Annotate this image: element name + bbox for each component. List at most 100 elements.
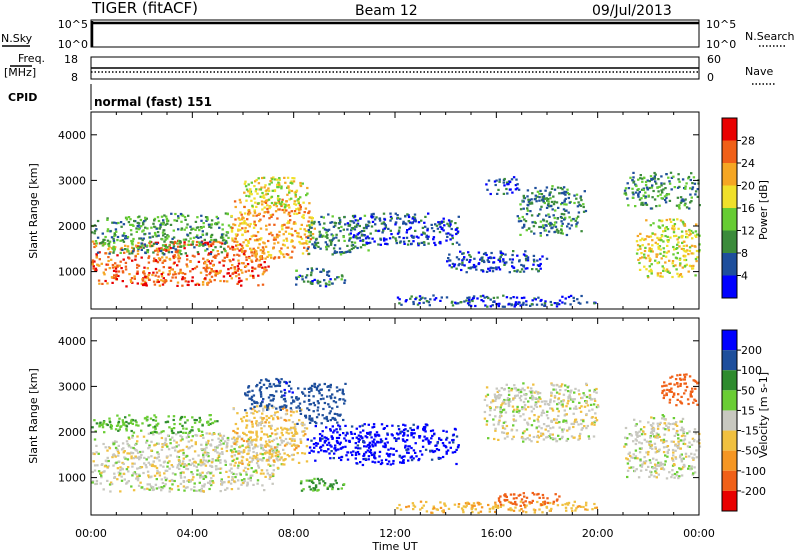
velocity-cell (113, 472, 116, 475)
power-cell (326, 229, 329, 232)
velocity-cell (268, 456, 271, 459)
velocity-cell (329, 397, 333, 400)
velocity-cell (95, 422, 99, 425)
velocity-cell (410, 432, 413, 435)
power-cell (225, 234, 228, 237)
velocity-cell (512, 410, 515, 413)
velocity-cell (219, 471, 222, 474)
power-cell (484, 251, 487, 255)
velocity-cell (513, 419, 516, 422)
power-cell (648, 257, 651, 260)
velocity-cell (131, 474, 134, 477)
velocity-cell (329, 419, 332, 422)
velocity-cell (280, 441, 284, 444)
power-cell (289, 181, 292, 184)
velocity-cell (523, 393, 526, 396)
power-cell (216, 217, 220, 220)
power-cell (349, 220, 352, 223)
velocity-cell (238, 472, 242, 475)
power-cell (160, 279, 163, 282)
power-cell (276, 183, 279, 186)
power-cell (448, 253, 451, 256)
velocity-cell (591, 416, 594, 419)
velocity-cell (549, 398, 552, 401)
power-cell (237, 267, 240, 270)
velocity-cell (568, 426, 571, 429)
power-cell (165, 215, 168, 218)
power-cell (268, 205, 272, 209)
velocity-cell (136, 440, 139, 443)
velocity-cell (117, 454, 120, 457)
velocity-cell (122, 447, 125, 450)
power-cell (526, 256, 530, 259)
velocity-cell (188, 459, 191, 462)
velocity-cell (170, 464, 173, 467)
power-cell (129, 223, 132, 226)
velocity-cell (249, 479, 252, 482)
velocity-cell (332, 431, 335, 434)
power-cell (274, 238, 277, 241)
velocity-cell (202, 452, 205, 455)
velocity-cell (142, 471, 145, 475)
power-cell (468, 254, 471, 257)
velocity-cell (424, 448, 428, 451)
power-cell (299, 205, 302, 208)
velocity-cell (186, 479, 189, 483)
velocity-cell (551, 409, 555, 412)
power-cell (512, 266, 516, 269)
power-cell (128, 273, 131, 276)
velocity-cell (318, 433, 322, 436)
power-cell (329, 221, 332, 224)
power-cell (173, 270, 177, 274)
power-cell (120, 225, 123, 228)
velocity-cell (397, 433, 400, 436)
power-cell (161, 261, 164, 264)
power-cell (346, 228, 349, 231)
velocity-cell (172, 427, 176, 430)
velocity-cell (146, 483, 149, 486)
velocity-cell (383, 442, 387, 445)
power-cell (111, 266, 115, 269)
power-cell (161, 256, 164, 259)
power-cell (176, 281, 180, 284)
power-cell (221, 223, 224, 226)
velocity-cell (326, 487, 329, 490)
velocity-cell (338, 433, 342, 437)
velocity-cell (248, 419, 251, 422)
power-cell (249, 247, 252, 250)
velocity-cell (380, 440, 384, 443)
velocity-cell (552, 388, 555, 391)
velocity-cell (219, 461, 222, 464)
velocity-cell (255, 385, 258, 388)
power-cell (649, 258, 652, 261)
power-cell (117, 274, 120, 278)
power-cell (524, 220, 528, 223)
power-cell (638, 261, 641, 265)
power-cell (130, 280, 133, 283)
power-cell (141, 239, 144, 242)
velocity-cell (268, 439, 271, 442)
power-cell (518, 260, 521, 263)
power-cell (553, 224, 556, 227)
nave-tick-top: 60 (707, 53, 721, 66)
power-cell (137, 264, 141, 267)
velocity-cell (402, 459, 405, 462)
velocity-cell (252, 412, 255, 415)
power-cell (331, 234, 335, 237)
velocity-cell (152, 433, 155, 436)
velocity-cell (397, 437, 400, 440)
velocity-cell (249, 476, 252, 479)
velocity-cell (314, 486, 318, 489)
power-cell (264, 245, 268, 248)
power-cell (440, 220, 444, 223)
power-cell (210, 268, 213, 271)
power-cell (457, 258, 461, 261)
power-cell (106, 218, 109, 221)
power-cell (396, 232, 400, 235)
power-cell (295, 277, 298, 281)
power-cell (226, 254, 229, 257)
power-cell (447, 232, 450, 235)
velocity-cell (457, 444, 460, 447)
power-cell (563, 192, 566, 195)
power-cell (254, 267, 257, 270)
